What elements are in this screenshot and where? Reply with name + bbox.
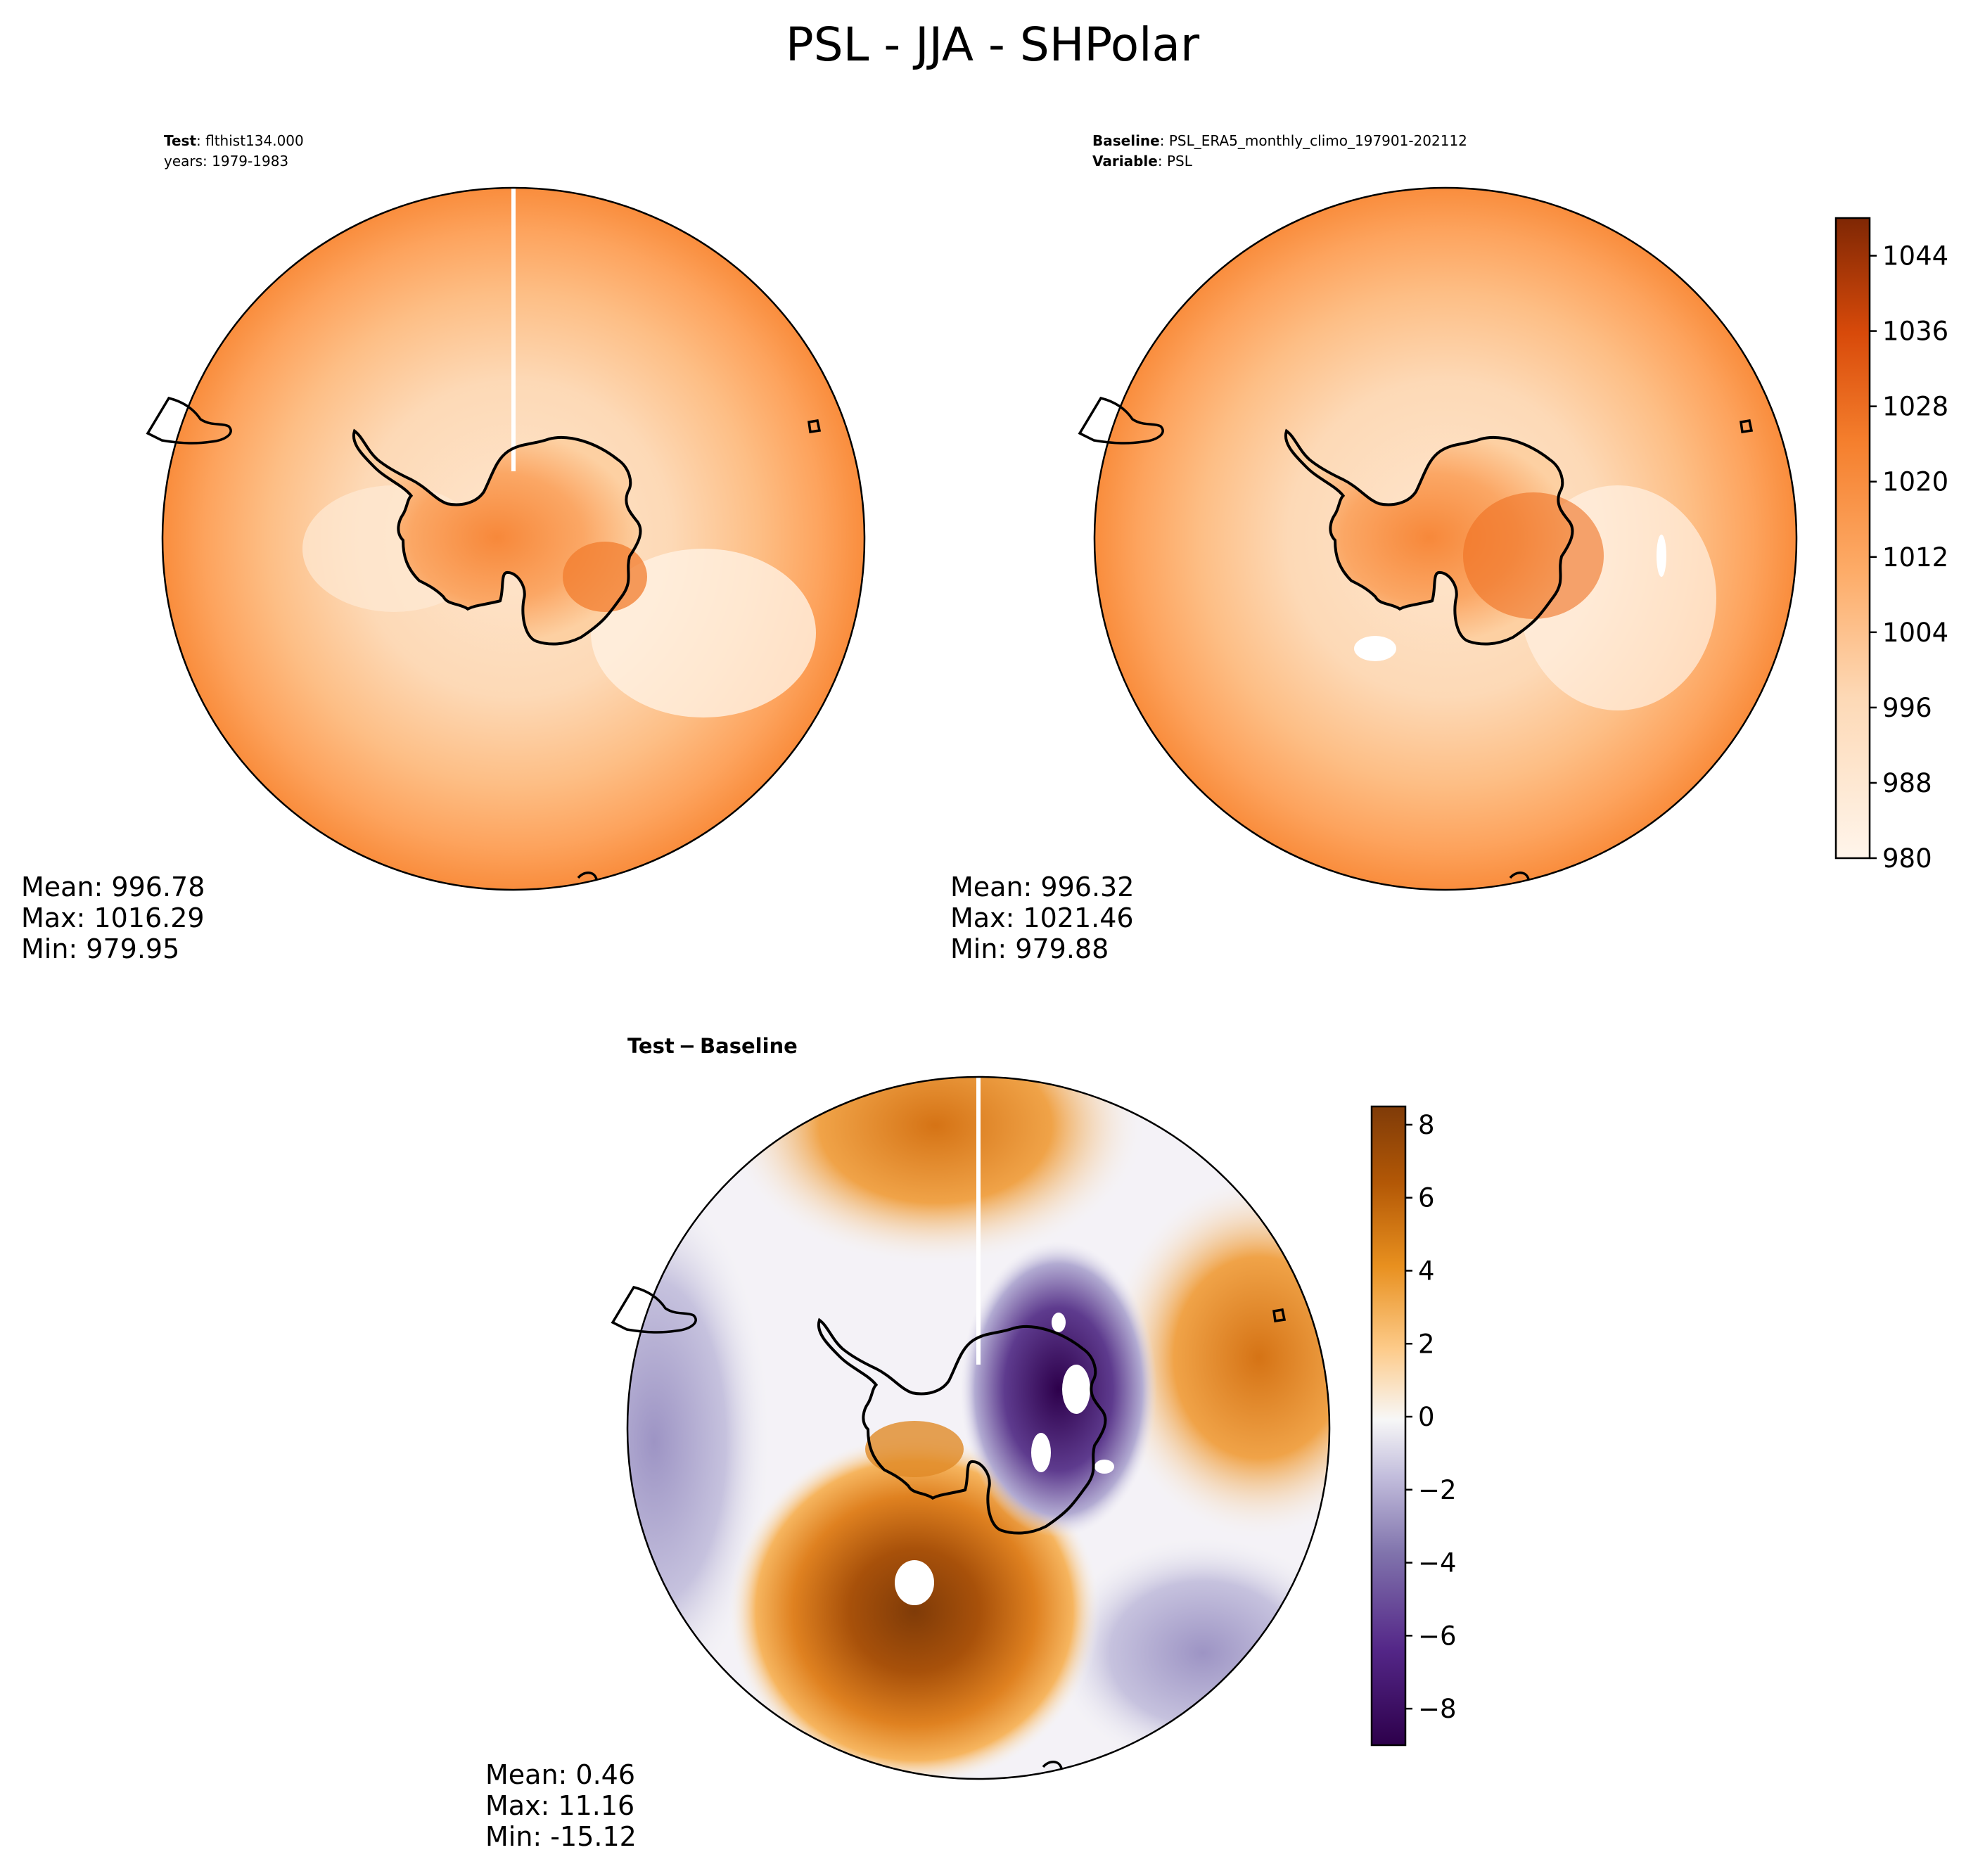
psl-colorbar [1834,217,1871,860]
diff-tick-label: −6 [1418,1621,1457,1651]
psl-tick-label: 1044 [1882,241,1948,272]
test-min: Min: 979.95 [21,933,179,964]
baseline-panel: Baseline: PSL_ERA5_monthly_climo_197901-… [950,132,1948,964]
diff-field-east-pos [1104,1175,1329,1540]
baseline-field-min [1354,636,1396,661]
diff-field-west-neg [627,1175,774,1709]
diff-field-min-d [1052,1313,1066,1332]
baseline-field-min-2 [1657,535,1666,577]
test-seam [511,188,516,471]
diff-tick-label: 4 [1418,1256,1435,1286]
test-map [162,188,864,890]
diff-tick-label: −2 [1418,1475,1457,1505]
psl-tick-label: 1028 [1882,392,1948,422]
baseline-field-high [1463,492,1604,619]
diff-max: Max: 11.16 [485,1790,634,1821]
psl-tick-label: 988 [1882,768,1932,798]
baseline-coastlines [1078,397,1754,880]
baseline-map-border [1093,186,1798,891]
test-map-border [161,186,866,891]
diff-min: Min: -15.12 [485,1821,637,1852]
psl-colorbar-ticks: 980 988 996 1004 1012 1020 1028 1036 1044 [1870,241,1948,874]
baseline-min: Min: 979.88 [950,933,1109,964]
figure-title: PSL - JJA - SHPolar [786,18,1200,72]
psl-tick-label: 1036 [1882,317,1948,347]
diff-panel: Test − Baseline Mean: 0.46 Max: 11.16 [485,1034,1457,1852]
diff-mean: Mean: 0.46 [485,1759,635,1790]
baseline-label: Baseline: PSL_ERA5_monthly_climo_197901-… [1092,132,1467,149]
baseline-max: Max: 1021.46 [950,902,1134,933]
baseline-variable: Variable: PSL [1092,153,1193,170]
diff-tick-label: 8 [1418,1110,1435,1140]
diff-field-max [895,1560,934,1605]
baseline-mean: Mean: 996.32 [950,872,1134,902]
test-coastlines [146,397,822,880]
diff-field-min-c [1094,1460,1114,1474]
diff-colorbar-ticks: −8 −6 −4 −2 0 2 4 6 8 [1405,1110,1457,1724]
diff-field-sw-pos [728,1435,1101,1779]
psl-tick-label: 996 [1882,693,1932,723]
diff-tick-label: 6 [1418,1183,1435,1213]
test-field-high [563,542,647,612]
diff-tick-label: 0 [1418,1402,1435,1432]
diff-field-land-neg [960,1242,1157,1537]
psl-tick-label: 1004 [1882,618,1948,648]
test-max: Max: 1016.29 [21,902,205,933]
test-mean: Mean: 996.78 [21,872,205,902]
diff-tick-label: −4 [1418,1548,1457,1578]
diff-field-min-a [1062,1365,1090,1414]
test-years: years: 1979-1983 [164,153,288,170]
diff-title: Test − Baseline [627,1034,798,1058]
psl-tick-label: 980 [1882,843,1932,874]
diff-field-min-b [1031,1433,1051,1472]
test-field-low [591,549,816,717]
psl-tick-label: 1020 [1882,467,1948,497]
diff-field-land-pos [865,1421,964,1477]
test-label: Test: flthist134.000 [164,132,304,149]
diff-colorbar [1370,1105,1407,1747]
psl-tick-label: 1012 [1882,542,1948,573]
diff-seam [976,1077,981,1365]
test-panel: Test: flthist134.000 years: 1979-1983 Me… [21,132,866,964]
diff-tick-label: −8 [1418,1694,1457,1724]
diff-map-border [626,1076,1331,1780]
diff-field-north-pos [725,1077,1147,1266]
baseline-map [1094,188,1796,890]
diff-map [627,1077,1329,1779]
diff-tick-label: 2 [1418,1329,1435,1359]
diff-coastlines [611,1286,1287,1769]
